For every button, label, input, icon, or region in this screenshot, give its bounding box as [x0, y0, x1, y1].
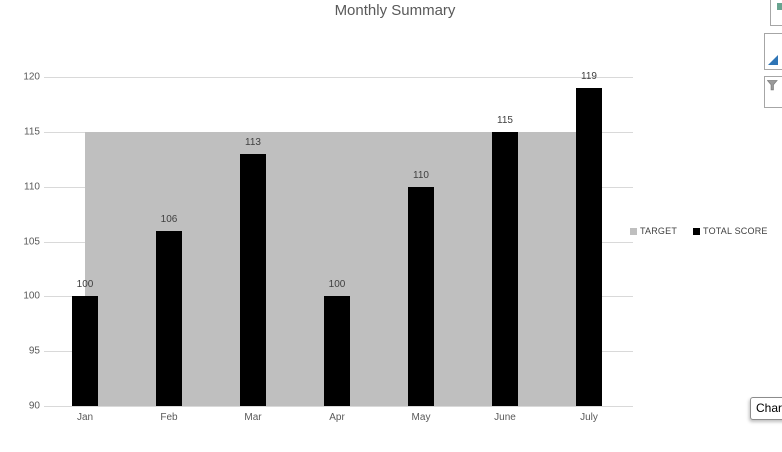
y-axis-tick-label: 110 [24, 181, 40, 193]
paintbrush-icon [768, 55, 778, 65]
y-axis-tick-label: 95 [28, 345, 40, 357]
gridline [44, 406, 633, 407]
bar-value-label: 106 [160, 213, 178, 225]
x-axis-category-label: Feb [160, 412, 178, 423]
chart-filters-button[interactable] [764, 76, 782, 108]
x-axis-category-label: Mar [244, 412, 262, 423]
bar-total-score[interactable] [408, 186, 434, 406]
target-swatch-icon [630, 227, 637, 235]
bar-total-score[interactable] [576, 87, 602, 406]
y-axis-tick-label: 120 [23, 71, 40, 83]
x-axis-category-label: Apr [329, 412, 345, 423]
legend-item-target[interactable]: TARGET [630, 226, 677, 236]
bar-value-label: 119 [581, 70, 597, 82]
gridline [44, 77, 633, 78]
y-axis-tick-label: 100 [23, 290, 40, 302]
bar-value-label: 100 [328, 279, 346, 291]
chart-area-tooltip: Char [750, 397, 782, 420]
bar-value-label: 110 [413, 169, 429, 181]
x-axis-category-label: July [580, 412, 598, 423]
bar-total-score[interactable] [492, 131, 518, 406]
bar-total-score[interactable] [72, 296, 98, 406]
y-axis-tick-label: 115 [24, 126, 40, 138]
chart-title: Monthly Summary [334, 2, 456, 19]
funnel-icon [767, 80, 778, 91]
bar-total-score[interactable] [324, 296, 350, 406]
bar-total-score[interactable] [156, 230, 182, 406]
y-axis-tick-label: 90 [28, 400, 40, 412]
chart-legend[interactable]: TARGET TOTAL SCORE [630, 226, 768, 236]
legend-label-total-score: TOTAL SCORE [703, 226, 768, 236]
x-axis-category-label: May [411, 412, 431, 423]
legend-item-total-score[interactable]: TOTAL SCORE [693, 226, 768, 236]
x-axis-category-label: Jan [76, 412, 94, 423]
chart-elements-button[interactable] [770, 0, 782, 26]
chart-styles-button[interactable] [764, 33, 782, 70]
bar-value-label: 115 [497, 114, 513, 126]
bar-value-label: 100 [76, 279, 94, 291]
bar-value-label: 113 [245, 136, 261, 148]
total-score-swatch-icon [693, 227, 701, 235]
plus-icon [777, 3, 782, 10]
bar-total-score[interactable] [240, 153, 266, 406]
legend-label-target: TARGET [640, 226, 678, 236]
x-axis-category-label: June [494, 412, 516, 423]
y-axis-tick-label: 105 [23, 236, 40, 247]
